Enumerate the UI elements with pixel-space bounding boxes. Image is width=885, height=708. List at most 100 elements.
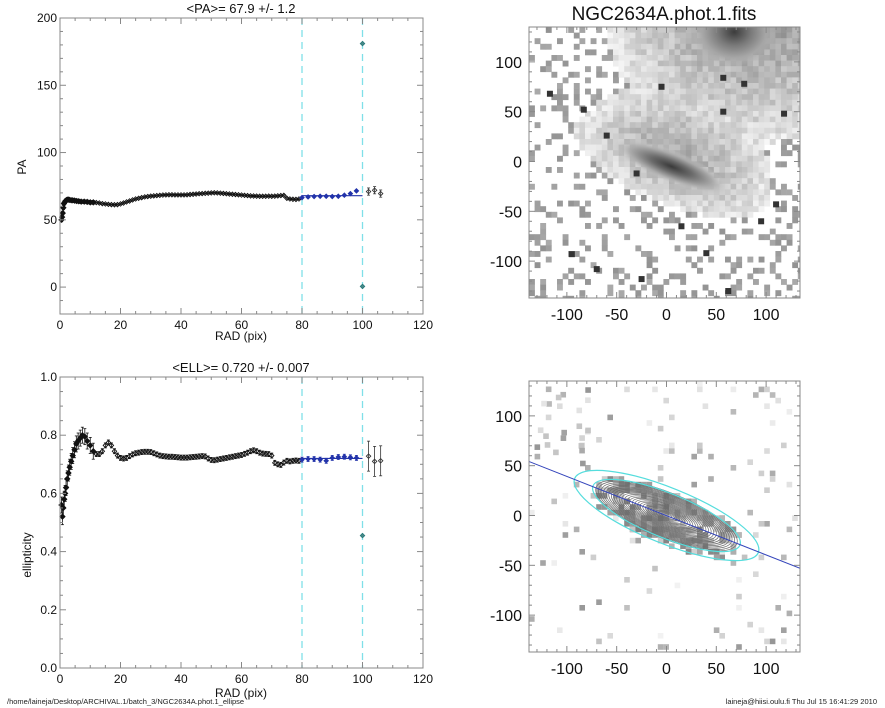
image-pixel: [741, 167, 748, 173]
image-pixel: [725, 200, 731, 207]
image-pixel: [685, 32, 692, 39]
image-pixel: [674, 116, 681, 123]
x-tick-label: -50: [605, 307, 628, 324]
image-pixel: [786, 139, 793, 145]
image-frame: [528, 26, 801, 299]
image-pixel: [747, 295, 754, 298]
image-pixel: [618, 88, 625, 95]
image-pixel: [652, 99, 659, 106]
image-pixel: [590, 99, 597, 106]
image-pixel: [657, 189, 664, 196]
image-pixel: [781, 77, 787, 84]
image-pixel: [635, 38, 642, 45]
noise-pixel: [781, 638, 787, 645]
galaxy-pixel: [697, 515, 703, 521]
image-pixel: [753, 200, 759, 207]
image-pixel: [708, 66, 715, 73]
image-pixel: [758, 94, 765, 101]
star: [725, 288, 732, 295]
image-pixel: [596, 116, 603, 123]
star: [720, 74, 727, 81]
image-pixel: [652, 55, 659, 61]
y-tick-label: 0.6: [40, 486, 57, 500]
noise-pixel: [781, 554, 787, 561]
pa-plot-title: <PA>= 67.9 +/- 1.2: [187, 1, 296, 16]
image-pixel: [529, 251, 535, 257]
image-pixel: [663, 32, 670, 39]
image-pixel: [646, 189, 653, 196]
image-pixel: [786, 71, 793, 78]
image-pixel: [781, 94, 787, 101]
image-pixel: [685, 211, 692, 218]
image-pixel: [797, 161, 800, 168]
image-pixel: [769, 139, 776, 145]
image-pixel: [781, 116, 787, 123]
image-pixel: [635, 116, 642, 123]
image-pixel: [792, 217, 799, 224]
image-pixel: [641, 99, 647, 106]
image-pixel: [741, 161, 748, 168]
image-pixel: [573, 122, 580, 129]
image-pixel: [764, 55, 771, 61]
image-pixel: [719, 127, 726, 134]
noise-pixel: [758, 554, 765, 561]
image-pixel: [747, 122, 754, 129]
image-pixel: [747, 94, 754, 101]
image-pixel: [629, 88, 636, 95]
image-pixel: [663, 189, 670, 196]
image-pixel: [775, 27, 782, 33]
image-pixel: [657, 55, 664, 61]
image-pixel: [557, 105, 563, 112]
image-pixel: [775, 133, 782, 140]
image-pixel: [781, 127, 787, 134]
galaxy-pixel: [607, 509, 613, 516]
image-pixel: [797, 144, 800, 151]
image-pixel: [769, 127, 776, 134]
image-pixel: [764, 127, 771, 134]
image-pixel: [769, 88, 776, 95]
image-pixel: [713, 66, 720, 73]
image-pixel: [725, 133, 731, 140]
galaxy-pixel: [601, 476, 608, 482]
image-pixel: [652, 217, 659, 224]
image-pixel: [652, 105, 659, 112]
image-pixel: [680, 99, 687, 106]
image-pixel: [764, 195, 771, 201]
data-point: [341, 453, 348, 460]
image-pixel: [708, 116, 715, 123]
image-pixel: [736, 139, 743, 145]
galaxy-pixel: [590, 493, 597, 499]
image-pixel: [708, 144, 715, 151]
noise-pixel: [543, 433, 549, 439]
image-pixel: [618, 111, 625, 117]
noise-pixel: [741, 554, 748, 561]
image-pixel: [725, 99, 731, 106]
image-pixel: [685, 94, 692, 101]
image-pixel: [641, 38, 647, 45]
image-pixel: [573, 99, 580, 106]
image-pixel: [792, 88, 799, 95]
noise-pixel: [736, 605, 742, 611]
noise-pixel: [585, 427, 591, 434]
image-pixel: [781, 55, 787, 61]
image-pixel: [534, 88, 541, 95]
image-pixel: [641, 27, 647, 33]
ellipse-fit-frame: [528, 380, 801, 653]
data-point: [341, 192, 348, 199]
image-pixel: [669, 111, 675, 117]
image-pixel: [725, 161, 731, 168]
image-pixel: [590, 155, 597, 162]
image-pixel: [730, 217, 737, 224]
image-pixel: [646, 27, 653, 33]
image-pixel: [674, 55, 681, 61]
image-pixel: [730, 267, 737, 274]
image-pixel: [680, 150, 687, 157]
image-pixel: [607, 172, 614, 179]
x-tick-label: 100: [352, 318, 372, 332]
x-tick-label: 20: [114, 318, 128, 332]
image-pixel: [792, 83, 799, 89]
image-pixel: [797, 273, 800, 280]
image-pixel: [781, 71, 787, 78]
